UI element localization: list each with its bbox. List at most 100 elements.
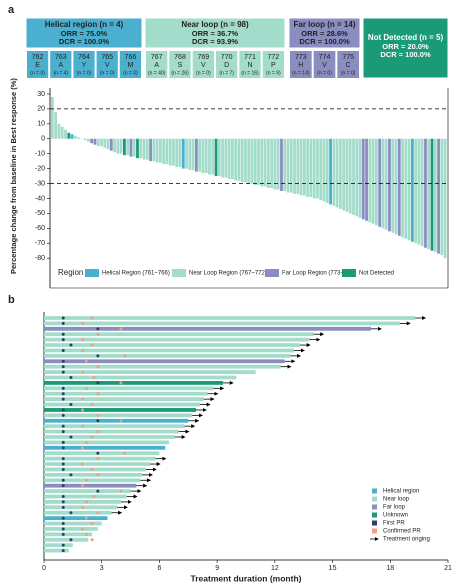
- duration-bar: [44, 505, 118, 510]
- residue-aa: D: [224, 62, 229, 69]
- legend-swatch: [342, 269, 356, 277]
- legend-label: First PR: [383, 521, 405, 527]
- bar: [175, 138, 179, 168]
- confirmed-pr: [80, 505, 84, 509]
- duration-bar: [44, 445, 166, 450]
- bar: [119, 138, 123, 154]
- duration-bar: [44, 391, 208, 396]
- y-tick-label: -80: [35, 255, 45, 262]
- bar: [96, 138, 100, 147]
- bar: [440, 138, 444, 256]
- region-box: [144, 17, 286, 49]
- first-pr: [61, 365, 65, 369]
- bar: [299, 138, 303, 196]
- residue-aa: A: [58, 62, 63, 69]
- duration-bar: [44, 467, 146, 472]
- bar: [136, 138, 139, 159]
- confirmed-pr: [96, 365, 100, 369]
- first-pr: [61, 522, 65, 526]
- first-pr: [61, 408, 65, 412]
- bar: [132, 138, 136, 157]
- duration-bar: [44, 321, 400, 326]
- panel-label: b: [8, 294, 15, 306]
- bar: [296, 138, 300, 194]
- bar: [51, 96, 54, 139]
- duration-bar: [44, 500, 121, 504]
- bar: [221, 138, 224, 178]
- residue-aa: S: [178, 62, 183, 69]
- region-title: Helical region (n = 4): [45, 20, 124, 29]
- confirmed-pr: [84, 359, 88, 363]
- bar: [168, 138, 172, 166]
- legend-swatch: [372, 528, 377, 534]
- residue-box: [27, 51, 49, 78]
- y-tick-label: -20: [35, 165, 45, 172]
- bar: [159, 138, 162, 163]
- residue-n: (n = 0): [196, 70, 211, 76]
- residue-aa: H: [298, 62, 303, 69]
- bar: [286, 138, 290, 193]
- bar: [411, 138, 414, 242]
- first-pr: [96, 419, 100, 423]
- bar: [397, 138, 401, 236]
- bar: [100, 138, 103, 147]
- bar: [404, 138, 408, 239]
- confirmed-pr: [96, 473, 100, 477]
- first-pr: [61, 370, 65, 374]
- region-dcr: DCR = 100.0%: [299, 37, 350, 46]
- first-pr: [61, 500, 65, 504]
- confirmed-pr: [123, 451, 127, 455]
- duration-bar: [44, 353, 291, 358]
- duration-bar: [44, 456, 156, 461]
- first-pr: [61, 532, 65, 536]
- region-dcr: DCR = 93.9%: [192, 37, 238, 46]
- duration-bar: [44, 440, 170, 445]
- bar: [195, 138, 198, 172]
- duration-bar: [44, 337, 310, 342]
- legend-label: Unknown: [383, 513, 408, 519]
- residue-box: [119, 51, 141, 78]
- confirmed-pr: [96, 430, 100, 434]
- residue-box: [337, 51, 359, 78]
- legend-swatch: [265, 269, 279, 277]
- residue-n: (n = 0): [317, 70, 332, 76]
- bar: [250, 138, 254, 184]
- duration-bar: [44, 462, 150, 466]
- residue-box: [50, 51, 72, 78]
- first-pr: [61, 446, 65, 450]
- x-tick-label: 6: [157, 565, 161, 572]
- first-pr: [61, 543, 65, 547]
- bar: [253, 138, 257, 186]
- x-tick-label: 15: [329, 565, 337, 572]
- bar: [427, 138, 431, 250]
- residue-number: 763: [55, 54, 67, 61]
- bar: [267, 138, 270, 188]
- confirmed-pr: [80, 408, 84, 412]
- bar: [162, 138, 166, 165]
- bar: [391, 138, 395, 233]
- residue-box: [216, 51, 238, 78]
- duration-bar: [44, 370, 256, 374]
- confirmed-pr: [96, 413, 100, 417]
- residue-box: [73, 51, 95, 78]
- confirmed-pr: [80, 348, 84, 352]
- confirmed-pr: [80, 321, 84, 325]
- x-axis-label: Treatment duration (month): [191, 573, 302, 583]
- bar: [263, 138, 267, 187]
- confirmed-pr: [92, 495, 96, 498]
- first-pr: [61, 430, 65, 434]
- legend-swatch: [372, 512, 377, 518]
- first-pr: [96, 354, 100, 358]
- bar: [260, 138, 264, 187]
- legend-swatch: [372, 504, 377, 510]
- bar: [90, 138, 94, 144]
- confirmed-pr: [90, 316, 94, 320]
- bar: [139, 138, 143, 159]
- x-tick-label: 0: [42, 565, 46, 572]
- bar: [87, 138, 90, 142]
- bar: [289, 138, 293, 193]
- bar: [191, 138, 195, 171]
- duration-bar: [44, 451, 160, 456]
- residue-number: 772: [267, 54, 279, 61]
- bar: [149, 138, 152, 162]
